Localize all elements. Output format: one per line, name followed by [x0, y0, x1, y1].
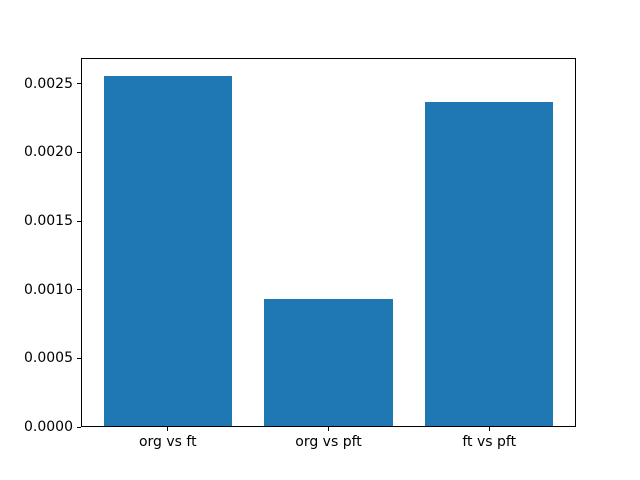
bar-org-vs-pft [264, 299, 393, 426]
y-tick-label: 0.0015 [24, 213, 73, 230]
bar-ft-vs-pft [424, 101, 554, 426]
bar-org-vs-ft [103, 75, 233, 426]
y-tick-mark [77, 83, 81, 85]
y-tick-mark [77, 357, 81, 359]
x-tick-label: org vs ft [138, 434, 197, 450]
x-tick-mark [167, 427, 169, 431]
x-tick-mark [488, 427, 490, 431]
y-tick-mark [77, 220, 81, 222]
y-tick-label: 0.0020 [24, 144, 73, 161]
y-tick-label: 0.0010 [24, 281, 73, 298]
x-tick-label: ft vs pft [462, 434, 517, 450]
y-tick-mark [77, 289, 81, 291]
y-tick-mark [77, 151, 81, 153]
x-tick-label: org vs pft [295, 434, 362, 450]
x-tick-mark [328, 427, 329, 431]
y-tick-label: 0.0025 [24, 75, 73, 92]
y-tick-label: 0.0005 [24, 350, 73, 367]
y-tick-mark [77, 426, 81, 428]
y-tick-label: 0.0000 [24, 419, 73, 435]
